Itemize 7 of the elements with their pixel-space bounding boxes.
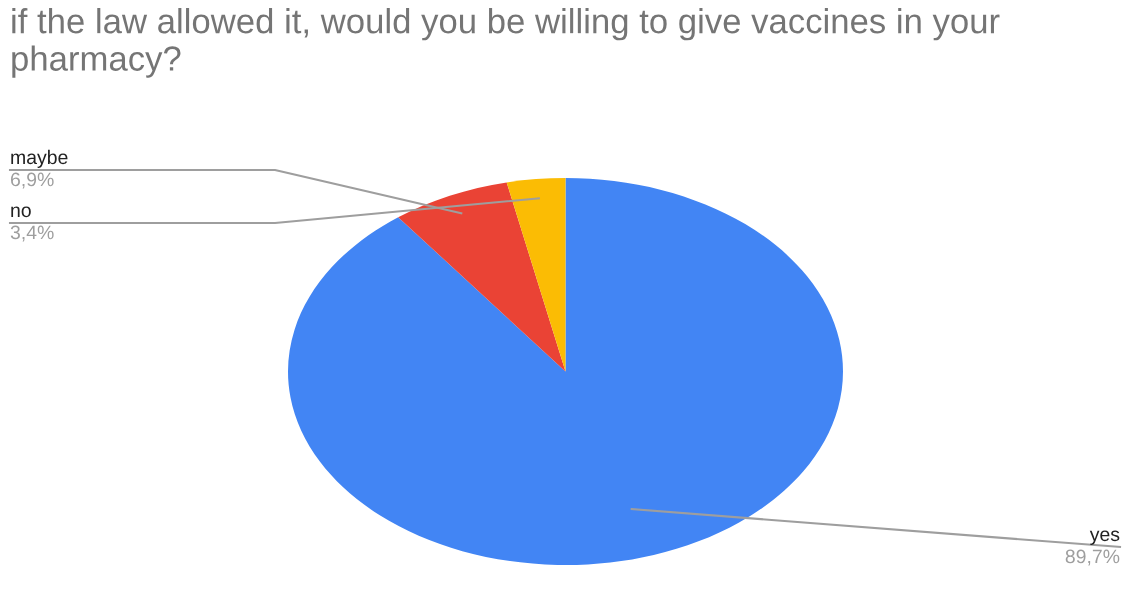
chart-title: if the law allowed it, would you be willing to give vaccines in your pharmacy? (12, 8, 1000, 78)
data-label: 89,7% (1065, 549, 1120, 566)
data-label: 3,4% (10, 225, 54, 242)
slice-label: maybe (11, 149, 68, 168)
slice-label: no (11, 206, 31, 218)
data-label: 6,9% (10, 172, 54, 189)
slice-label: yes (1089, 530, 1120, 545)
